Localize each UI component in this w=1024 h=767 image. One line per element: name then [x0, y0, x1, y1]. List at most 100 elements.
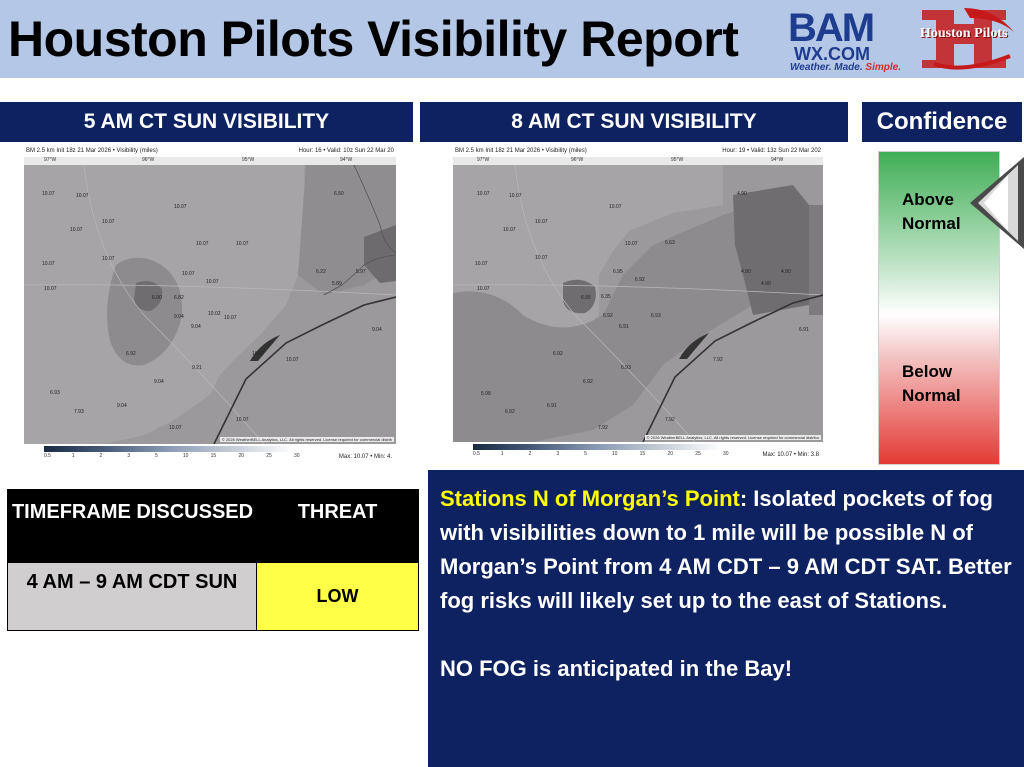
visibility-value: 6.91	[619, 324, 629, 330]
visibility-value: 10.02	[208, 311, 221, 317]
visibility-value: 10.07	[102, 256, 115, 262]
longitude-labels: 97°W 96°W 95°W 94°W	[453, 157, 823, 165]
bam-logo-tagline: Weather. Made. Simple.	[790, 62, 901, 73]
colorbar-tick: 1	[71, 453, 75, 459]
colorbar: 0.5 1 2 3 5 10 15 20 25 30 Max: 10.07 • Min: 3.8	[453, 442, 823, 462]
colorbar-tick: 1	[500, 451, 504, 457]
visibility-value: 10.07	[477, 191, 490, 197]
visibility-value: 10.07	[42, 261, 55, 267]
visibility-value: 10.07	[182, 271, 195, 277]
map-copyright: © 2026 WeatherBELL Analytics, LLC. All r…	[644, 435, 821, 440]
colorbar-tick: 2	[99, 453, 103, 459]
visibility-value: 10.07	[169, 425, 182, 431]
visibility-value: 10.07	[475, 261, 488, 267]
colorbar-tick: 0.5	[473, 451, 480, 457]
visibility-value: 9.04	[154, 379, 164, 385]
colorbar-tick: 15	[639, 451, 646, 457]
timeframe-cell: 4 AM – 9 AM CDT SUN	[8, 563, 257, 630]
colorbar-tick: 3	[127, 453, 131, 459]
colorbar-tick: 25	[695, 451, 701, 457]
visibility-value: 10.07	[286, 357, 299, 363]
visibility-value: 7.92	[598, 425, 608, 431]
colorbar-tick: 5	[155, 453, 158, 459]
threat-header: THREAT	[257, 490, 418, 563]
visibility-value: 10.07	[42, 191, 55, 197]
visibility-value: 9.04	[117, 403, 127, 409]
visibility-value: 6.82	[174, 295, 184, 301]
colorbar-tick: 2	[528, 451, 532, 457]
visibility-value: 6.92	[553, 351, 563, 357]
visibility-value: 4.90	[781, 269, 791, 275]
visibility-values: 10.07 10.07 10.07 10.07 10.07 10.07 6.63 10.07 1…	[475, 191, 809, 431]
discussion-body: : Isolated pockets of fog with visibilit…	[440, 486, 1012, 613]
visibility-value: 6.92	[603, 313, 613, 319]
colorbar-tick: 15	[210, 453, 217, 459]
visibility-value: 6.22	[316, 269, 326, 275]
visibility-map-8am: BM 2.5 km Init 18z 21 Mar 2026 • Visibil…	[453, 146, 823, 462]
houston-pilots-emblem-icon	[922, 8, 1014, 70]
visibility-values: 10.07 10.07 10.07 10.07 10.07 10.07 10.07 10.07…	[42, 191, 382, 431]
visibility-value: 10.07	[236, 417, 249, 423]
colorbar-tick: 20	[667, 451, 673, 457]
visibility-value: 5.97	[356, 269, 366, 275]
colorbar-tick: 20	[238, 453, 244, 459]
map-canvas: 10.07 10.07 10.07 10.07 10.07 10.07 10.07 10.07…	[24, 165, 396, 444]
colorbar-tick: 30	[723, 451, 729, 457]
visibility-value: 6.93	[651, 313, 661, 319]
timeframe-header: TIMEFRAME DISCUSSED	[8, 490, 257, 563]
visibility-value: 6.90	[152, 295, 162, 301]
visibility-value: 6.92	[505, 409, 515, 415]
confidence-above-label: Above Normal	[902, 190, 961, 233]
visibility-value: 6.91	[547, 403, 557, 409]
page-title: Houston Pilots Visibility Report	[8, 11, 739, 67]
map-header: BM 2.5 km Init 18z 21 Mar 2026 • Visibil…	[453, 146, 823, 157]
confidence-title: Confidence	[862, 102, 1022, 142]
visibility-value: 10.07	[44, 286, 57, 292]
visibility-value: 6.93	[50, 390, 60, 396]
confidence-pointer-icon	[970, 157, 1024, 249]
visibility-value: 4.90	[761, 281, 771, 287]
bam-wx-logo: BAM WX.COM Weather. Made. Simple.	[788, 8, 910, 73]
visibility-value: 5.98	[481, 391, 491, 397]
visibility-value: 6.95	[613, 269, 623, 275]
header-band: Houston Pilots Visibility Report BAM WX.…	[0, 0, 1024, 78]
colorbar-gradient	[473, 444, 723, 450]
discussion-note: NO FOG is anticipated in the Bay!	[440, 656, 793, 681]
threat-level-cell: LOW	[257, 563, 418, 630]
visibility-value: 10.07	[252, 351, 265, 357]
colorbar-tick: 10	[182, 453, 189, 459]
visibility-value: 6.92	[635, 277, 645, 283]
visibility-value: 10.07	[206, 279, 219, 285]
confidence-below-label: Below Normal	[902, 362, 961, 405]
visibility-value: 6.92	[126, 351, 136, 357]
map-copyright: © 2026 WeatherBELL Analytics, LLC. All r…	[219, 437, 394, 442]
visibility-value: 10.07	[236, 241, 249, 247]
visibility-value: 6.50	[334, 191, 344, 197]
visibility-value: 10.07	[76, 193, 89, 199]
map-maxmin: Max: 10.07 • Min: 4.	[338, 454, 392, 460]
visibility-value: 10.07	[102, 219, 115, 225]
colorbar-gradient	[44, 446, 294, 452]
longitude-labels: 97°W 96°W 95°W 94°W	[24, 157, 396, 165]
visibility-value: 9.04	[372, 327, 382, 333]
visibility-value: 9.04	[191, 324, 201, 330]
colorbar-tick: 0.5	[44, 453, 51, 459]
visibility-value: 6.93	[621, 365, 631, 371]
colorbar-tick: 3	[556, 451, 560, 457]
map-maxmin: Max: 10.07 • Min: 3.8	[762, 452, 819, 458]
visibility-value: 7.93	[74, 409, 84, 415]
discussion-text: Stations N of Morgan’s Point: Isolated p…	[440, 482, 1016, 618]
visibility-value: 10.07	[609, 204, 622, 210]
visibility-value: 9.04	[174, 314, 184, 320]
visibility-value: 10.07	[509, 193, 522, 199]
visibility-value: 4.90	[737, 191, 747, 197]
visibility-value: 4.90	[741, 269, 751, 275]
panel-label-5am: 5 AM CT SUN VISIBILITY	[0, 102, 413, 142]
colorbar-tick: 5	[584, 451, 587, 457]
visibility-value: 10.07	[70, 227, 83, 233]
map-canvas: 10.07 10.07 10.07 10.07 10.07 10.07 6.63 10.07 1…	[453, 165, 823, 442]
houston-pilots-logo: Houston Pilots	[914, 4, 1022, 74]
visibility-value: 9.21	[192, 365, 202, 371]
threat-table: TIMEFRAME DISCUSSED THREAT 4 AM – 9 AM C…	[7, 489, 419, 631]
visibility-value: 6.63	[665, 240, 675, 246]
